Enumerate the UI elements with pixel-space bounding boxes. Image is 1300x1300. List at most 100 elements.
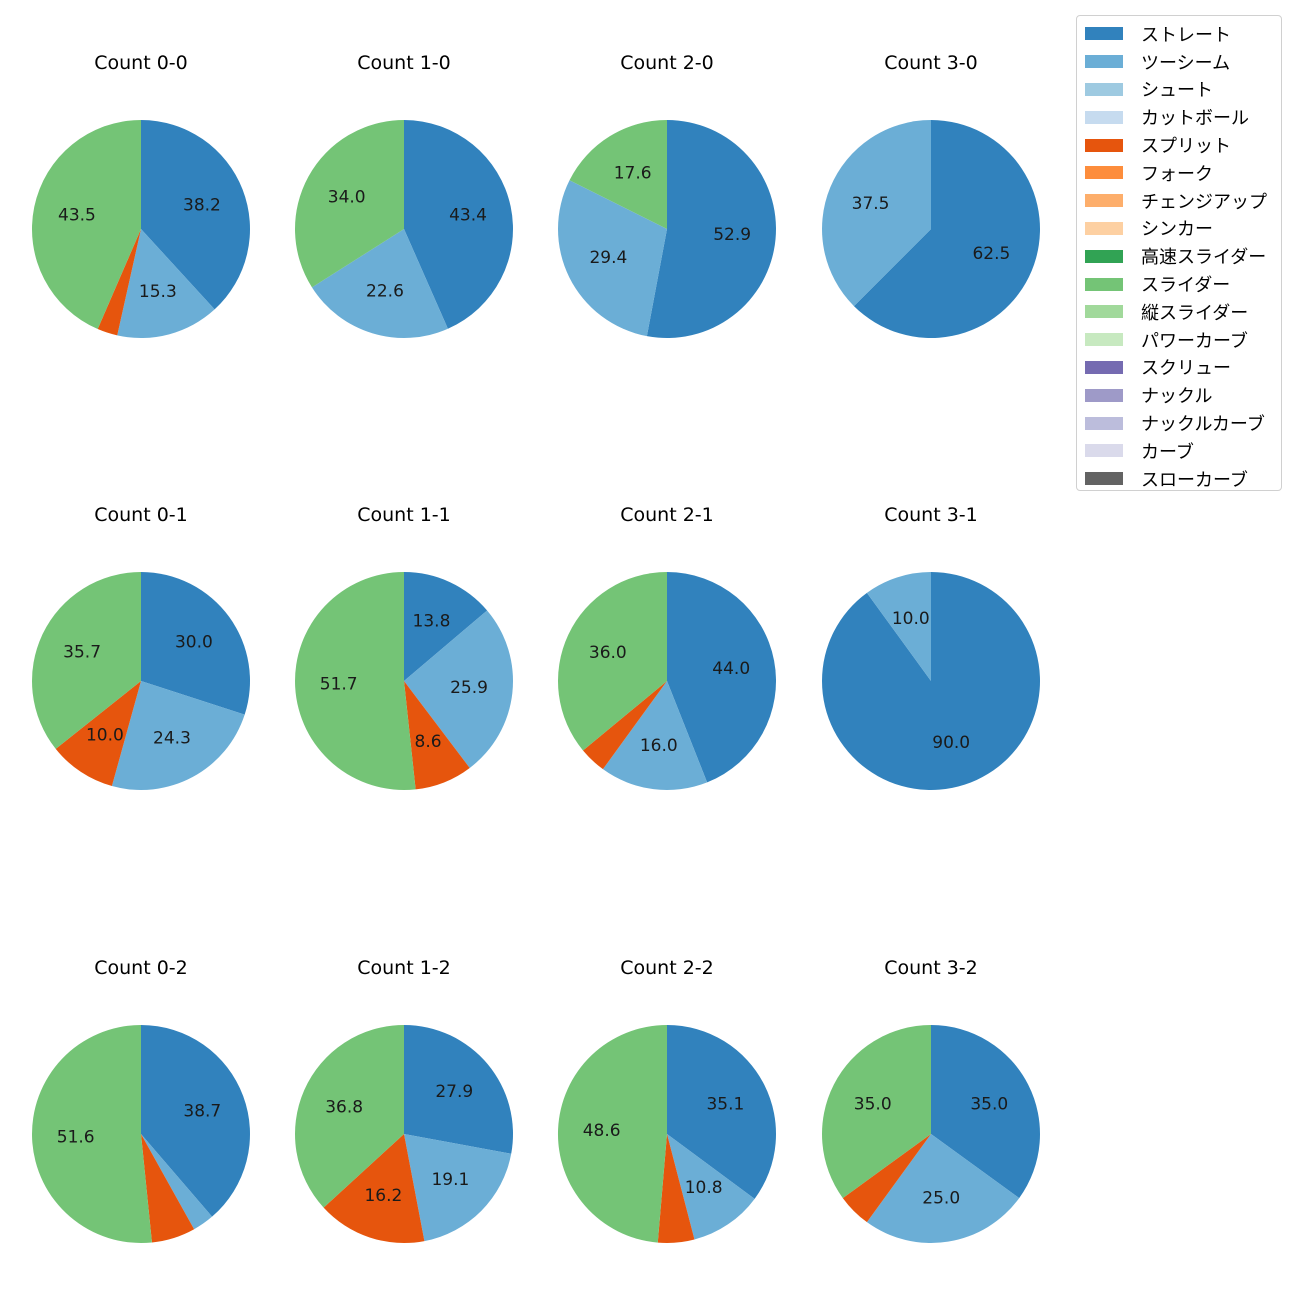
pie-title: Count 3-0 <box>884 52 978 74</box>
pie-title: Count 3-1 <box>884 504 978 526</box>
pie-slice <box>558 180 667 337</box>
pie-slice <box>294 120 404 288</box>
pie-slice-label: 43.5 <box>58 206 96 226</box>
pie-slice <box>602 681 708 791</box>
legend-swatch <box>1085 416 1123 430</box>
legend-item: カーブ <box>1085 437 1281 465</box>
legend-swatch <box>1085 82 1123 96</box>
legend-label: シュート <box>1141 80 1213 102</box>
pie-slice <box>141 1025 250 1217</box>
pie-slice <box>311 229 448 339</box>
pie-slice <box>404 120 514 329</box>
legend-label: スライダー <box>1141 275 1231 297</box>
pie-7: Count 2-1 44.0 16.0 36.0 <box>557 504 777 791</box>
legend-label: 縦スライダー <box>1141 302 1249 324</box>
legend-label: チェンジアップ <box>1141 191 1267 213</box>
pie-slice <box>569 120 667 229</box>
pie-slice-label: 52.9 <box>713 225 751 245</box>
pie-slice-label: 44.0 <box>712 659 750 679</box>
pie-8: Count 3-1 90.0 10.0 <box>822 504 1041 790</box>
pie-slice-label: 8.6 <box>415 732 442 752</box>
pie-slice-label: 38.2 <box>183 195 221 215</box>
pie-title: Count 2-2 <box>620 957 714 979</box>
pie-slice <box>557 572 667 751</box>
pie-slice-label: 35.0 <box>854 1094 892 1114</box>
legend-item: 縦スライダー <box>1085 298 1281 326</box>
pie-slice <box>853 120 1041 339</box>
legend-swatch <box>1085 472 1123 486</box>
legend-label: カットボール <box>1141 108 1249 130</box>
pie-slice-label: 34.0 <box>328 187 366 207</box>
legend-item: ツーシーム <box>1085 48 1281 76</box>
pie-slice <box>822 572 1041 790</box>
pie-slice <box>111 681 245 791</box>
legend-label: パワーカーブ <box>1141 330 1248 352</box>
legend-label: ナックルカーブ <box>1141 414 1265 436</box>
legend-label: ストレート <box>1141 24 1231 46</box>
pie-slice <box>657 1134 695 1244</box>
pie-slice-label: 25.0 <box>922 1189 960 1209</box>
pie-title: Count 2-0 <box>620 52 714 74</box>
pie-4: Count 3-0 62.5 37.5 <box>822 52 1041 339</box>
pie-slice-label: 17.6 <box>614 163 652 183</box>
pie-slice <box>842 1134 931 1223</box>
legend-label: ツーシーム <box>1141 52 1231 74</box>
pie-slice <box>295 1025 404 1208</box>
legend-swatch <box>1085 138 1123 152</box>
pie-1: Count 0-0 38.2 15.3 43.5 <box>31 52 250 338</box>
pie-slice <box>141 1134 213 1230</box>
pie-slice-label: 48.6 <box>583 1121 621 1141</box>
pie-slice <box>404 681 470 790</box>
legend-item: スライダー <box>1085 270 1281 298</box>
legend-item: スクリュー <box>1085 354 1281 382</box>
pie-slice-label: 36.8 <box>325 1098 363 1118</box>
pie-slice <box>404 1134 512 1242</box>
pie-slice-label: 90.0 <box>932 733 970 753</box>
pie-12: Count 3-2 35.0 25.0 35.0 <box>822 957 1040 1243</box>
legend-label: フォーク <box>1141 163 1213 185</box>
pie-slice <box>55 681 141 787</box>
pie-slice-label: 15.3 <box>139 282 177 302</box>
pie-slice <box>32 1025 152 1244</box>
legend-item: ナックルカーブ <box>1085 409 1281 437</box>
legend-label: ナックル <box>1141 386 1213 408</box>
pie-5: Count 0-1 30.0 24.3 10.0 35.7 <box>32 504 251 791</box>
pie-slice-label: 16.2 <box>364 1186 402 1206</box>
pie-slice-label: 10.0 <box>892 609 930 629</box>
pie-slice-label: 19.1 <box>431 1170 469 1190</box>
pie-slice <box>583 681 667 770</box>
legend-item: ナックル <box>1085 381 1281 409</box>
pie-slice <box>323 1134 425 1243</box>
pie-10: Count 1-2 27.9 19.1 16.2 36.8 <box>295 957 514 1243</box>
legend: ストレート ツーシーム シュート カットボール スプリット フォーク チェンジアップ シンカー… <box>1076 15 1282 491</box>
pie-title: Count 1-0 <box>357 52 451 74</box>
pie-slice <box>557 1025 667 1243</box>
pie-slice-label: 16.0 <box>640 736 678 756</box>
pie-slice-label: 35.0 <box>970 1094 1008 1114</box>
legend-swatch <box>1085 194 1123 208</box>
pie-slice <box>822 1025 931 1199</box>
legend-swatch <box>1085 305 1123 319</box>
pie-slice <box>931 1025 1040 1199</box>
pie-slice-label: 36.0 <box>589 643 627 663</box>
legend-swatch <box>1085 277 1123 291</box>
pie-slice <box>32 572 141 749</box>
pie-slice <box>31 119 141 330</box>
legend-item: パワーカーブ <box>1085 326 1281 354</box>
pie-slice-label: 38.7 <box>183 1101 221 1121</box>
pie-slice-label: 43.4 <box>449 206 487 226</box>
pie-slice <box>117 229 215 338</box>
legend-label: シンカー <box>1141 219 1213 241</box>
pie-slice <box>404 572 488 681</box>
pie-slice-label: 37.5 <box>852 194 890 214</box>
pie-slice-label: 22.6 <box>366 282 404 302</box>
pie-slice <box>141 1134 195 1243</box>
legend-item: チェンジアップ <box>1085 187 1281 215</box>
pie-slice-label: 24.3 <box>153 729 191 749</box>
pie-slice <box>295 572 416 790</box>
pie-title: Count 0-1 <box>94 504 188 526</box>
pie-slice <box>141 120 250 310</box>
legend-item: カットボール <box>1085 103 1281 131</box>
pie-title: Count 1-1 <box>357 504 451 526</box>
